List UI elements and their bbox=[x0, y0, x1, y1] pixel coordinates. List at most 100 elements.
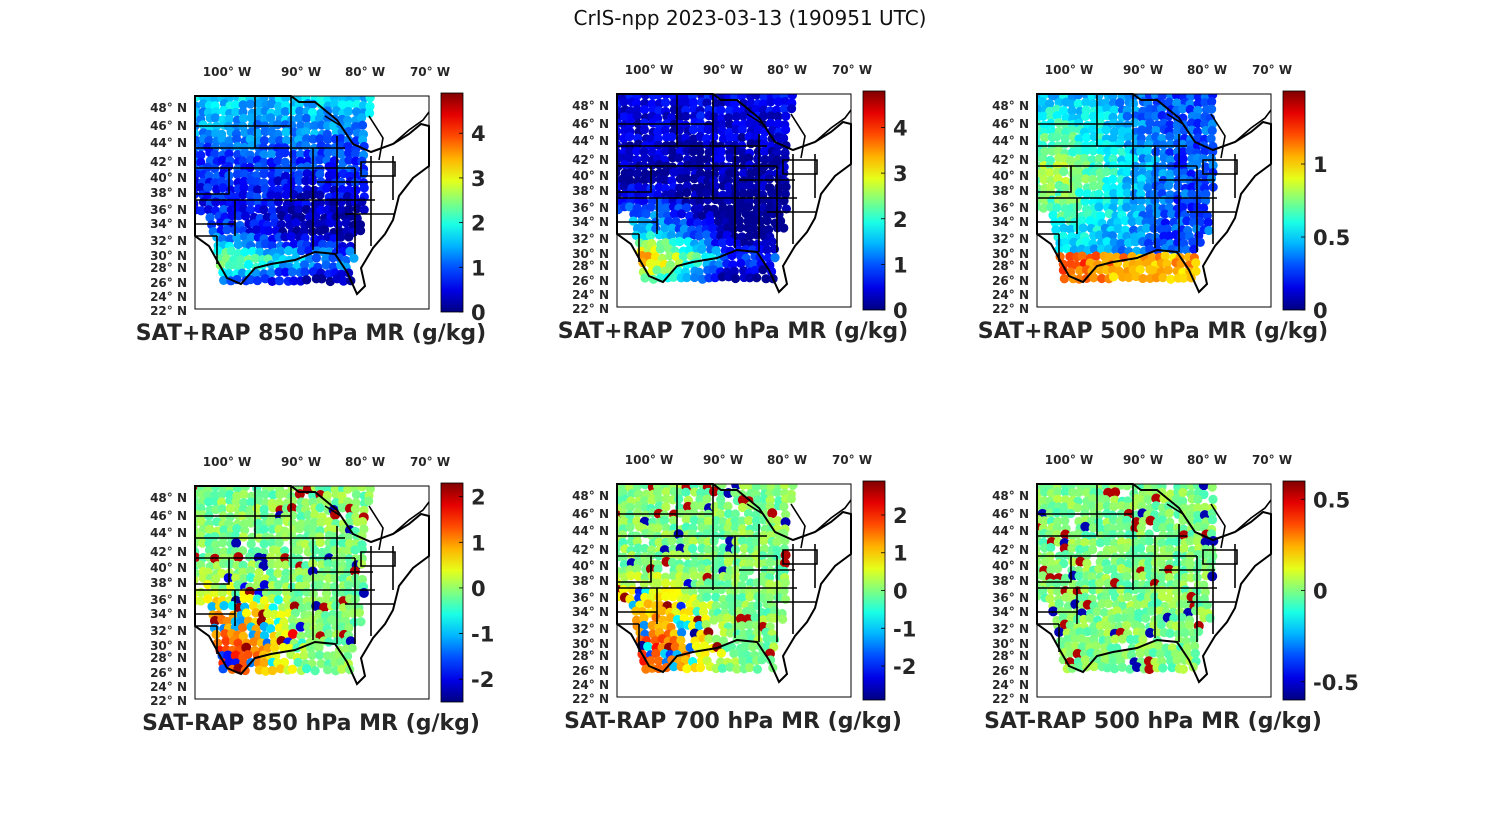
state-boundaries bbox=[1036, 483, 1272, 684]
colorbar: -2 -1 0 1 2 bbox=[862, 480, 916, 701]
map-svg: 100° W 90° W 80° W 70° W 48° N 46° N 44° N 42° … bbox=[150, 455, 494, 708]
colorbar-tick-label: 0.5 bbox=[1313, 488, 1350, 512]
colorbar-tick-label: -0.5 bbox=[1313, 671, 1359, 695]
lat-tick-label: 44° N bbox=[572, 134, 609, 148]
lat-tick-label: 36° N bbox=[150, 593, 187, 607]
data-swath bbox=[617, 94, 797, 284]
lat-tick-label: 30° N bbox=[572, 637, 609, 651]
lat-tick-label: 26° N bbox=[572, 664, 609, 678]
lat-tick-label: 36° N bbox=[572, 201, 609, 215]
lat-tick-label: 44° N bbox=[992, 524, 1029, 538]
lat-tick-label: 44° N bbox=[572, 524, 609, 538]
lon-tick-label: 100° W bbox=[1045, 63, 1093, 77]
state-boundaries bbox=[194, 95, 430, 296]
lat-tick-label: 28° N bbox=[150, 651, 187, 665]
state-boundaries bbox=[194, 485, 430, 686]
lat-tick-label: 24° N bbox=[572, 288, 609, 302]
colorbar: 0 1 2 3 4 bbox=[862, 90, 908, 323]
lat-tick-label: 30° N bbox=[150, 639, 187, 653]
lat-tick-label: 34° N bbox=[150, 217, 187, 231]
lat-tick-label: 36° N bbox=[992, 201, 1029, 215]
lat-tick-label: 42° N bbox=[150, 155, 187, 169]
lon-tick-label: 100° W bbox=[1045, 453, 1093, 467]
lon-tick-label: 70° W bbox=[1252, 63, 1292, 77]
lat-tick-label: 34° N bbox=[992, 215, 1029, 229]
lat-tick-label: 42° N bbox=[150, 545, 187, 559]
lat-tick-label: 32° N bbox=[150, 624, 187, 638]
lon-tick-label: 80° W bbox=[767, 453, 807, 467]
lat-tick-label: 46° N bbox=[572, 117, 609, 131]
lat-tick-label: 42° N bbox=[992, 153, 1029, 167]
lon-tick-label: 90° W bbox=[1123, 63, 1163, 77]
map-frame bbox=[616, 93, 852, 308]
lat-tick-label: 32° N bbox=[572, 232, 609, 246]
lat-tick-label: 22° N bbox=[150, 694, 187, 708]
colorbar-tick-label: 4 bbox=[893, 117, 908, 141]
lat-tick-label: 42° N bbox=[572, 153, 609, 167]
lat-tick-label: 38° N bbox=[150, 576, 187, 590]
map-svg: 100° W 90° W 80° W 70° W 48° N 46° N 44° N 42° … bbox=[150, 65, 486, 325]
lat-tick-label: 24° N bbox=[992, 678, 1029, 692]
data-swath bbox=[195, 96, 375, 287]
lon-tick-label: 80° W bbox=[767, 63, 807, 77]
colorbar-tick-label: 4 bbox=[471, 122, 486, 146]
state-boundaries bbox=[1036, 93, 1272, 294]
lat-tick-label: 22° N bbox=[572, 692, 609, 706]
lat-tick-label: 48° N bbox=[992, 489, 1029, 503]
lat-tick-label: 42° N bbox=[572, 543, 609, 557]
map-svg: 100° W 90° W 80° W 70° W 48° N 46° N 44° N 42° … bbox=[572, 453, 916, 706]
lon-tick-label: 100° W bbox=[203, 455, 251, 469]
colorbar: 0 1 2 3 4 bbox=[440, 92, 486, 325]
colorbar-tick-label: 3 bbox=[471, 167, 486, 191]
colorbar-tick-label: -2 bbox=[893, 655, 916, 679]
colorbar-tick-label: 2 bbox=[893, 208, 908, 232]
lon-tick-label: 100° W bbox=[203, 65, 251, 79]
lat-tick-label: 28° N bbox=[992, 649, 1029, 663]
colorbar-tick-label: 0 bbox=[1313, 299, 1328, 323]
lon-tick-label: 80° W bbox=[345, 455, 385, 469]
lat-tick-label: 46° N bbox=[572, 507, 609, 521]
colorbar-tick-label: 2 bbox=[471, 486, 486, 510]
figure-title: CrIS-npp 2023-03-13 (190951 UTC) bbox=[573, 6, 927, 30]
colorbar: -2 -1 0 1 2 bbox=[440, 482, 494, 703]
lat-tick-label: 32° N bbox=[992, 232, 1029, 246]
map-frame bbox=[194, 95, 430, 310]
lat-tick-label: 34° N bbox=[572, 215, 609, 229]
lat-tick-label: 38° N bbox=[992, 184, 1029, 198]
lat-tick-label: 22° N bbox=[572, 302, 609, 316]
lat-tick-label: 34° N bbox=[150, 607, 187, 621]
lat-tick-label: 38° N bbox=[150, 186, 187, 200]
lat-tick-label: 22° N bbox=[992, 302, 1029, 316]
panel-title: SAT-RAP 500 hPa MR (g/kg) bbox=[984, 709, 1322, 734]
lat-tick-label: 48° N bbox=[150, 101, 187, 115]
lon-tick-label: 90° W bbox=[703, 453, 743, 467]
colorbar-tick-label: 0 bbox=[471, 301, 486, 325]
colorbar-tick-label: -1 bbox=[471, 623, 494, 647]
map-svg: 100° W 90° W 80° W 70° W 48° N 46° N 44° N 42° … bbox=[992, 453, 1359, 706]
colorbar-tick-label: 0 bbox=[471, 577, 486, 601]
colorbar-tick-label: 0.5 bbox=[1313, 226, 1350, 250]
lat-tick-label: 30° N bbox=[992, 247, 1029, 261]
lat-tick-label: 46° N bbox=[150, 119, 187, 133]
state-boundaries bbox=[616, 483, 852, 684]
lat-tick-label: 26° N bbox=[992, 274, 1029, 288]
colorbar: 00.51 bbox=[1282, 90, 1350, 323]
lat-tick-label: 40° N bbox=[572, 169, 609, 183]
colorbar-tick-label: 1 bbox=[893, 542, 908, 566]
panel-title: SAT-RAP 850 hPa MR (g/kg) bbox=[142, 711, 480, 736]
lon-tick-label: 80° W bbox=[1187, 63, 1227, 77]
colorbar-tick-label: 1 bbox=[893, 253, 908, 277]
lon-tick-label: 90° W bbox=[1123, 453, 1163, 467]
lat-tick-label: 44° N bbox=[150, 136, 187, 150]
lat-tick-label: 32° N bbox=[992, 622, 1029, 636]
colorbar: -0.5 0 0.5 bbox=[1282, 480, 1359, 701]
map-svg: 100° W 90° W 80° W 70° W 48° N 46° N 44° N 42° … bbox=[572, 63, 908, 323]
lat-tick-label: 46° N bbox=[150, 509, 187, 523]
colorbar-tick-label: -2 bbox=[471, 668, 494, 692]
lat-tick-label: 22° N bbox=[150, 304, 187, 318]
colorbar-tick-label: -1 bbox=[893, 617, 916, 641]
lon-tick-label: 70° W bbox=[1252, 453, 1292, 467]
lat-tick-label: 28° N bbox=[572, 259, 609, 273]
lat-tick-label: 26° N bbox=[992, 664, 1029, 678]
lat-tick-label: 24° N bbox=[992, 288, 1029, 302]
